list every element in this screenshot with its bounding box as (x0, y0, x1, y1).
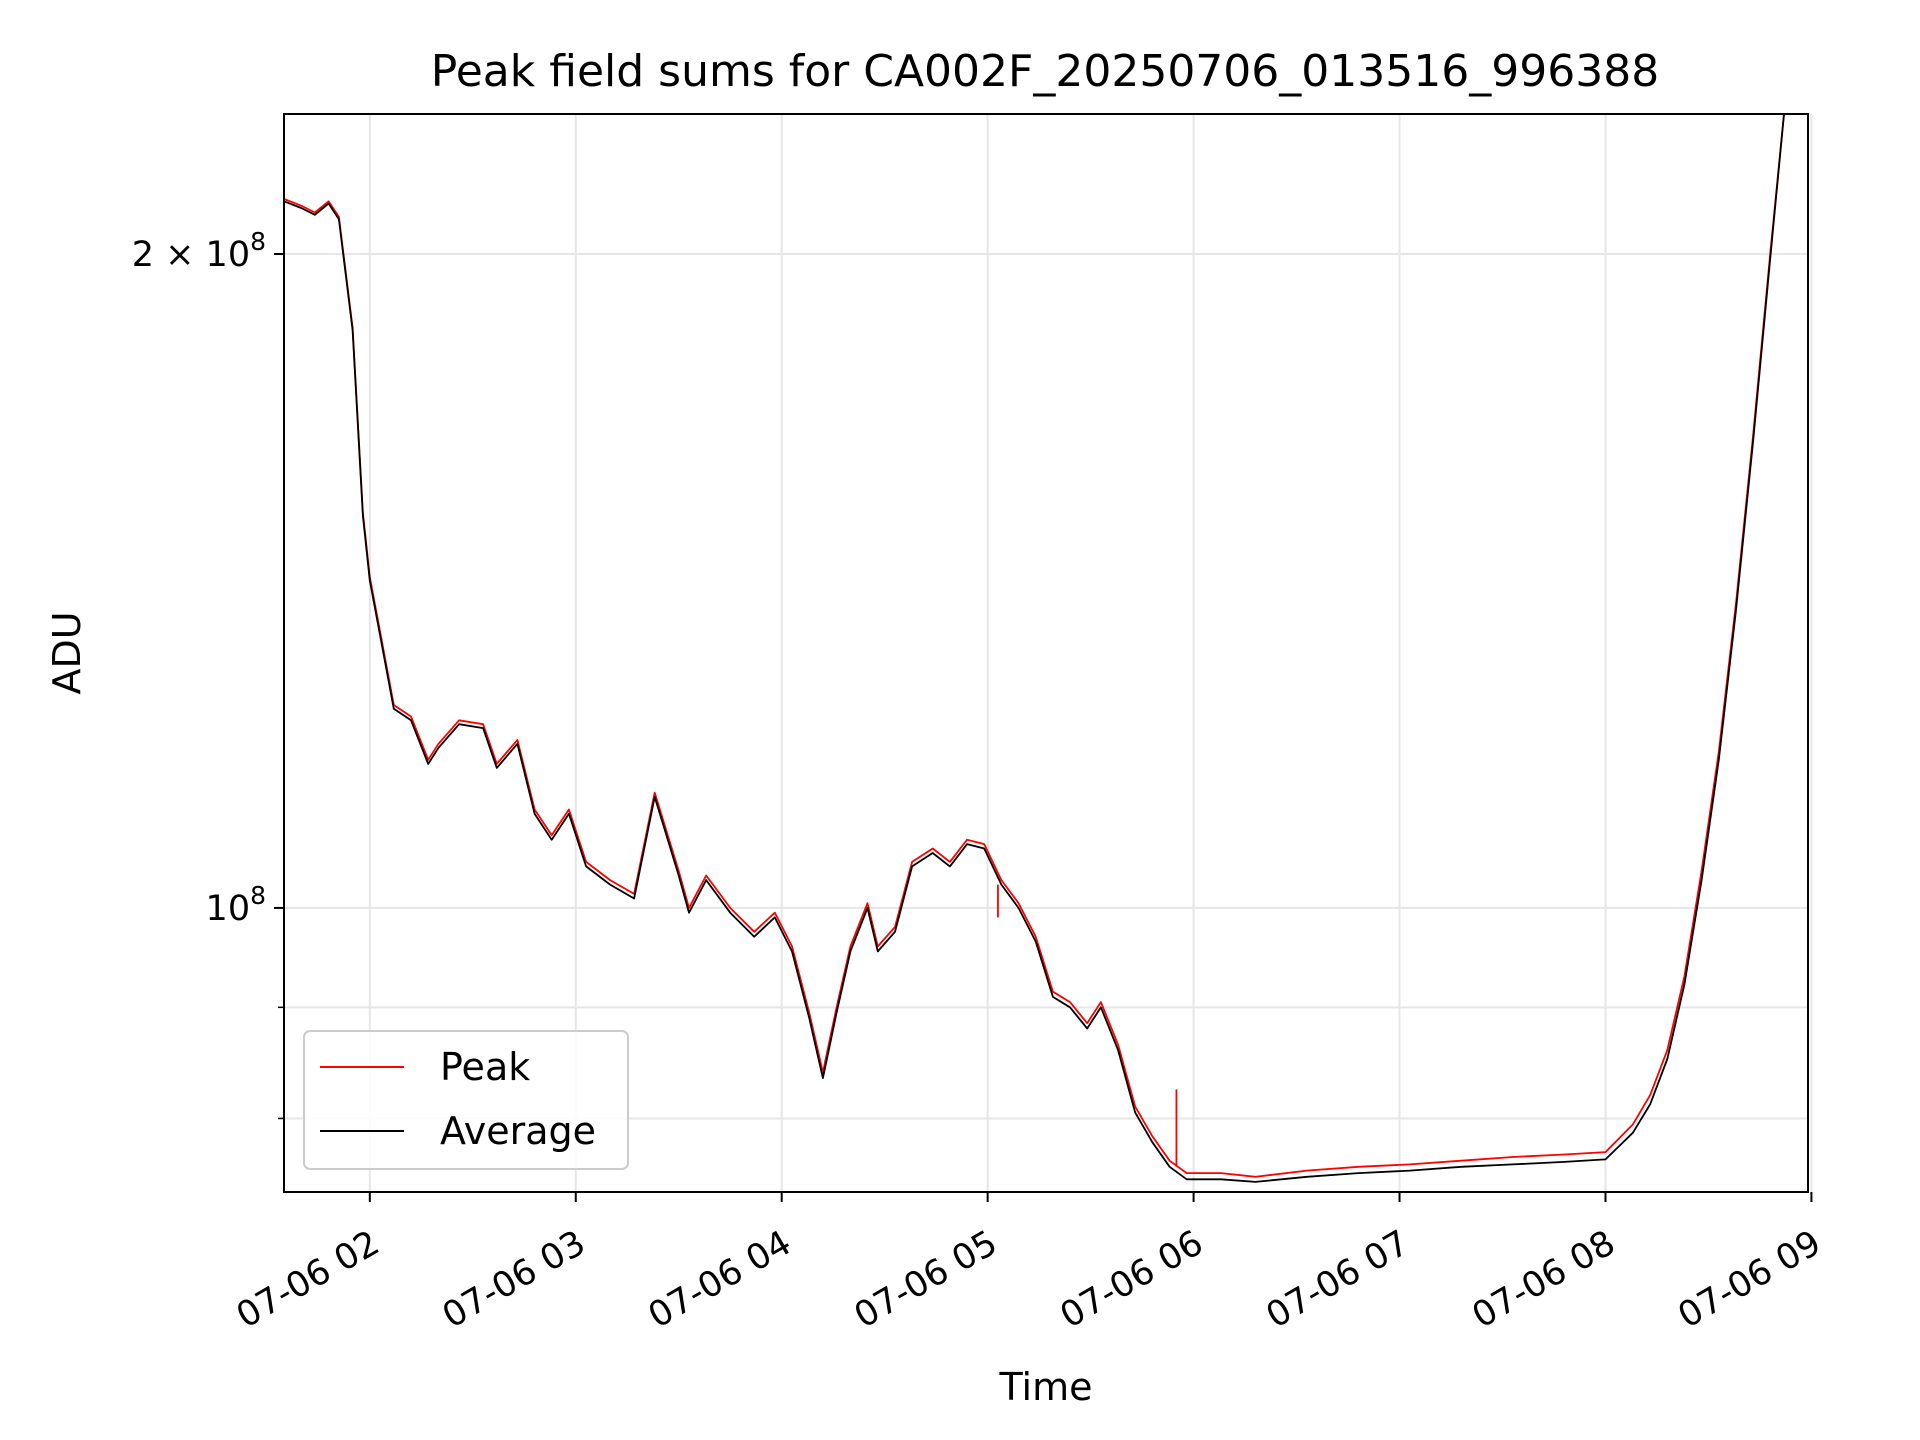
series-line-peak (284, 114, 1808, 1178)
series-line-average (284, 114, 1808, 1183)
y-axis-label: ADU (45, 611, 89, 694)
plot-frame (283, 113, 1809, 1193)
y-tick-label: 2 × 108 (132, 227, 266, 275)
plot-area (284, 114, 1808, 1183)
y-tick-label: 108 (206, 881, 266, 929)
legend-label-peak: Peak (440, 1045, 530, 1089)
y-tick-label-base: 2 × 10 (132, 235, 250, 275)
legend: Peak Average (303, 1030, 629, 1170)
y-tick-label-base: 10 (206, 889, 251, 929)
x-axis-label: Time (999, 1365, 1093, 1409)
legend-label-average: Average (440, 1109, 596, 1153)
legend-box (303, 1030, 629, 1170)
y-tick-label-exponent: 8 (250, 227, 266, 256)
y-tick-label-exponent: 8 (250, 881, 266, 910)
chart-title: Peak field sums for CA002F_20250706_0135… (431, 46, 1659, 97)
